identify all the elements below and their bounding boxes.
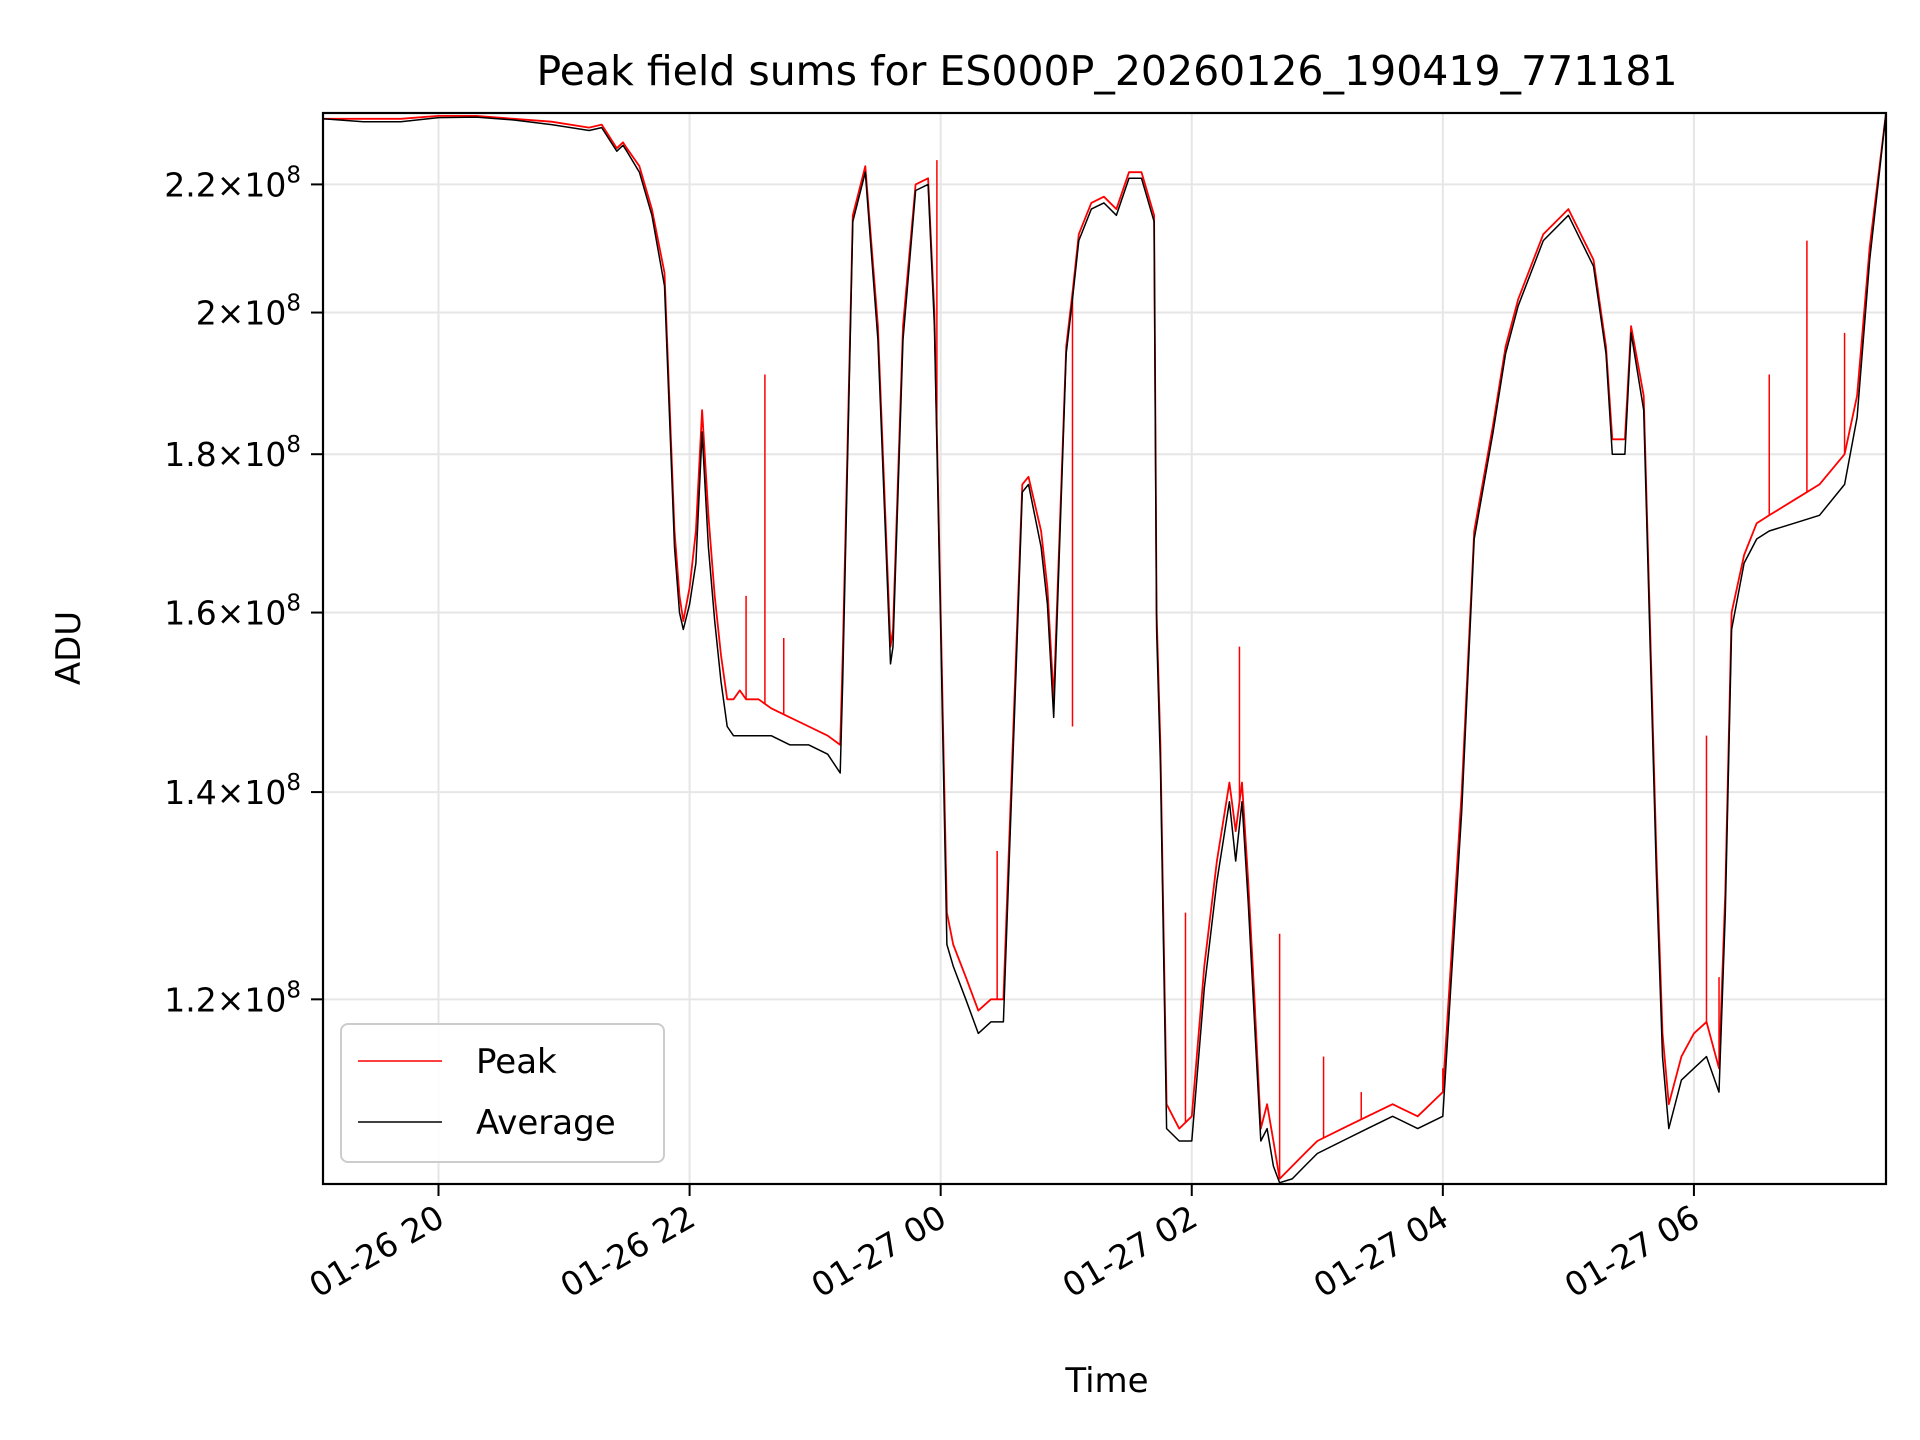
y-tick-mantissa: 1.4 [164,773,216,812]
y-tick-exponent: 8 [286,291,301,317]
legend-label-peak: Peak [476,1042,557,1082]
y-tick-times: ×10 [217,980,287,1019]
y-tick-exponent: 8 [286,591,301,617]
legend-box [340,1023,665,1163]
y-tick-label: 1.4×108 [164,770,301,812]
y-tick-times: ×10 [217,594,287,633]
y-tick-mantissa: 2 [196,294,217,333]
y-tick-label: 1.8×108 [164,432,301,474]
y-axis-label: ADU [49,611,89,685]
y-tick-label: 1.6×108 [164,591,301,633]
y-tick-times: ×10 [217,773,287,812]
y-tick-mantissa: 1.6 [164,594,216,633]
axes-frame [321,111,1888,1186]
plot-area [323,113,1886,1184]
y-tick-exponent: 8 [286,770,301,796]
y-tick-times: ×10 [217,165,287,204]
y-tick-exponent: 8 [286,432,301,458]
y-tick-times: ×10 [217,435,287,474]
y-tick-label: 2.2×108 [164,162,301,204]
y-tick-label: 1.2×108 [164,977,301,1019]
x-axis-label: Time [1064,1361,1148,1401]
y-tick-mantissa: 2.2 [164,165,216,204]
chart-title: Peak field sums for ES000P_20260126_1904… [536,47,1677,95]
legend: Peak Average [340,1023,665,1163]
series-line-average [323,113,1886,1184]
y-tick-mantissa: 1.8 [164,435,216,474]
y-tick-exponent: 8 [286,162,301,188]
y-tick-exponent: 8 [286,977,301,1003]
legend-label-average: Average [476,1103,616,1143]
series-line-peak [323,113,1886,1180]
y-tick-times: ×10 [217,294,287,333]
y-tick-mantissa: 1.2 [164,980,216,1019]
y-tick-label: 2×108 [196,291,301,333]
